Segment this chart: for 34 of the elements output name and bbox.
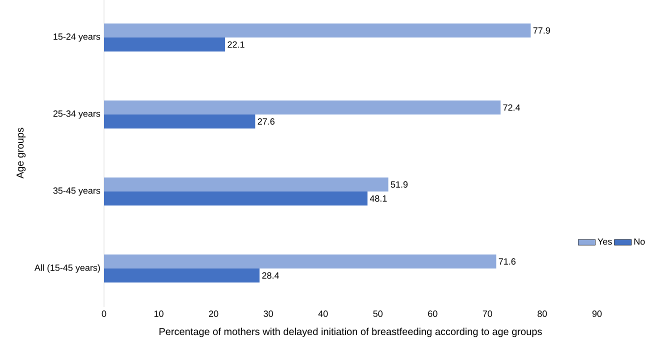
x-tick-label: 20 bbox=[209, 310, 218, 317]
data-label: 72.4 bbox=[503, 104, 520, 111]
x-tick-label: 60 bbox=[428, 310, 438, 317]
legend-label: No bbox=[634, 238, 645, 245]
bar bbox=[104, 114, 256, 128]
y-axis-title: Age groups bbox=[16, 128, 26, 179]
data-label: 22.1 bbox=[228, 41, 244, 48]
bar bbox=[104, 38, 226, 52]
y-tick-label: 35-45 years bbox=[53, 187, 100, 196]
bar bbox=[104, 24, 531, 38]
legend-label: Yes bbox=[598, 238, 612, 245]
data-label: 77.9 bbox=[533, 27, 550, 34]
data-label: 51.9 bbox=[390, 181, 408, 188]
data-label: 28.4 bbox=[262, 272, 280, 279]
x-axis-title: Percentage of mothers with delayed initiation of breastfeeding according to age groups bbox=[160, 328, 542, 338]
y-tick-label: 25-34 years bbox=[53, 110, 100, 119]
data-label: 71.6 bbox=[498, 258, 516, 265]
x-tick-label: 0 bbox=[102, 310, 106, 317]
bar bbox=[104, 254, 496, 268]
data-label: 48.1 bbox=[370, 195, 387, 202]
x-tick-label: 70 bbox=[482, 310, 492, 317]
bar bbox=[104, 268, 260, 282]
x-tick-label: 40 bbox=[318, 310, 328, 317]
y-tick-label: All (15-45 years) bbox=[34, 264, 100, 273]
x-tick-label: 50 bbox=[373, 310, 383, 317]
data-label: 27.6 bbox=[258, 118, 275, 125]
x-tick-label: 80 bbox=[538, 310, 547, 317]
x-tick-label: 90 bbox=[592, 310, 602, 317]
x-tick-label: 30 bbox=[264, 310, 273, 317]
bar bbox=[104, 100, 501, 115]
y-tick-label: 15-24 years bbox=[54, 33, 100, 42]
x-tick-label: 10 bbox=[154, 310, 164, 317]
bar bbox=[104, 192, 368, 206]
bar bbox=[104, 178, 388, 192]
